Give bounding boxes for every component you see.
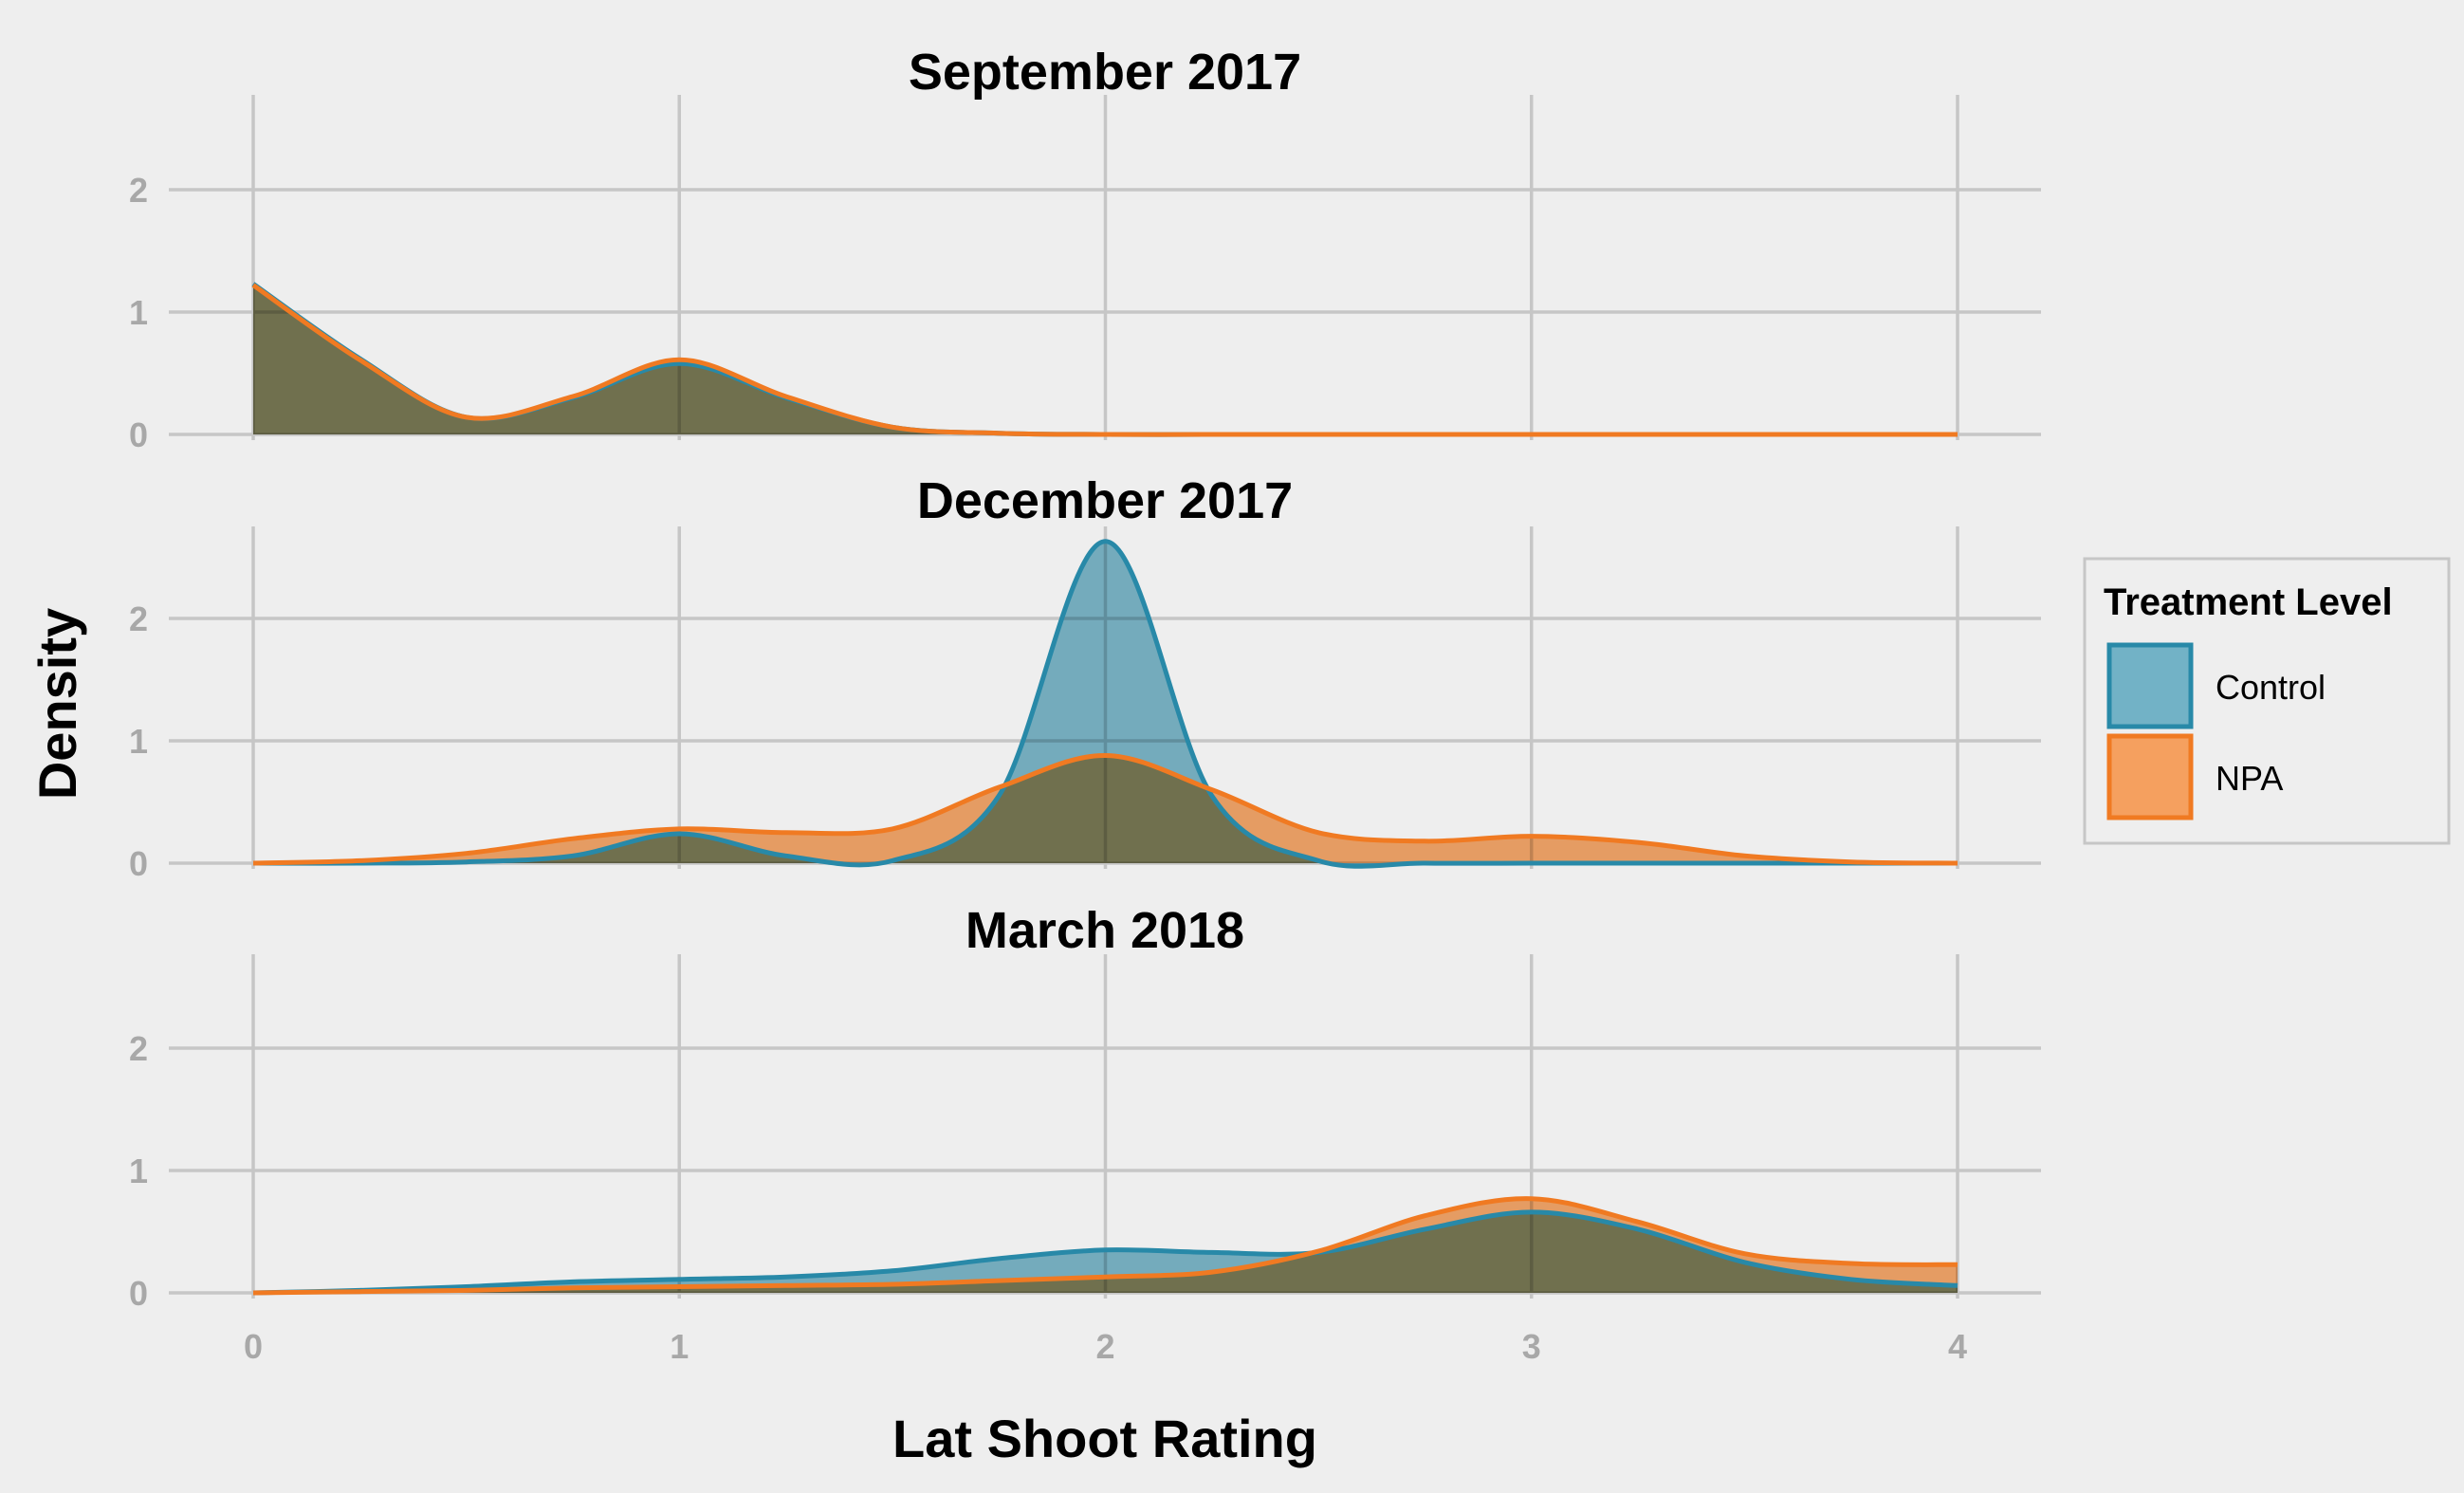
x-tick-label: 4 [1948,1327,1967,1366]
legend-title: Treatment Level [2104,581,2393,623]
x-tick-label: 3 [1522,1327,1541,1366]
density-area-control [253,541,1958,867]
legend-label-control: Control [2216,668,2326,707]
y-tick-label: 1 [129,722,148,761]
y-tick-label: 0 [129,415,148,454]
panel-2: 0 1 2 December 2017 [129,472,2041,883]
y-axis-title: Density [28,608,87,800]
density-line-npa [252,752,1958,866]
density-line-control [252,539,1958,869]
y-tick-label: 0 [129,1274,148,1313]
density-line-npa [251,283,1958,437]
x-tick-label: 2 [1095,1327,1114,1366]
y-tick-label: 2 [129,1029,148,1068]
facet-panels: 0 1 2 September 2017 0 1 2 December 2017 0 1 2 Marc… [129,44,2041,1366]
x-tick-label: 1 [670,1327,689,1366]
y-tick-label: 1 [129,293,148,332]
legend-key-control [2106,642,2194,729]
y-tick-label: 1 [129,1152,148,1190]
density-area-npa [253,285,1958,435]
legend-key-npa [2106,733,2194,820]
panel-1: 0 1 2 September 2017 [129,44,2041,454]
y-tick-label: 2 [129,599,148,638]
density-area-npa [253,1198,1958,1293]
density-line-npa [252,1196,1958,1296]
facet-title: September 2017 [909,44,1301,101]
legend: Treatment Level Control NPA [2083,557,2451,845]
x-axis-title: Lat Shoot Rating [892,1409,1317,1468]
y-tick-label: 0 [129,844,148,883]
y-tick-label: 2 [129,171,148,210]
panel-3: 0 1 2 March 2018 [129,902,2041,1313]
facet-title: December 2017 [917,472,1293,529]
legend-label-npa: NPA [2216,759,2283,798]
density-line-control [252,1209,1958,1296]
facet-title: March 2018 [965,902,1244,959]
x-tick-label: 0 [244,1327,263,1366]
